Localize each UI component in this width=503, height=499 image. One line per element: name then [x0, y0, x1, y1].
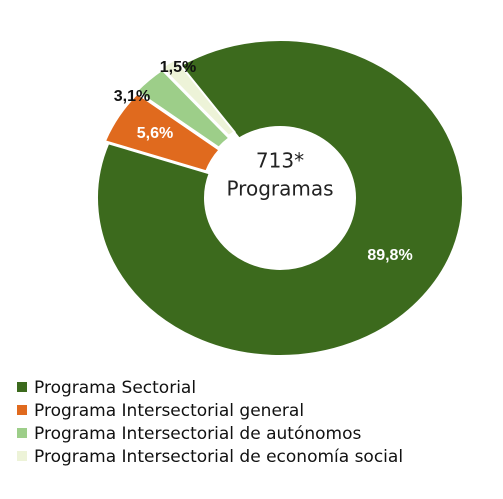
legend-swatch — [17, 382, 27, 392]
legend-swatch — [17, 451, 27, 461]
legend-swatch — [17, 428, 27, 438]
legend-swatch — [17, 405, 27, 415]
slice-label: 3,1% — [114, 88, 150, 105]
center-caption: Programas — [226, 177, 333, 201]
slice — [160, 57, 236, 138]
slice — [135, 68, 231, 149]
legend-label: Programa Intersectorial de autónomos — [34, 424, 361, 444]
slice-label: 5,6% — [137, 125, 173, 142]
legend-label: Programa Sectorial — [34, 378, 196, 398]
slice — [96, 39, 464, 357]
legend-label: Programa Intersectorial de economía soci… — [34, 447, 403, 467]
center-count: 713* — [256, 149, 304, 173]
legend-label: Programa Intersectorial general — [34, 401, 304, 421]
slice — [103, 92, 221, 173]
slice-label: 1,5% — [160, 59, 196, 76]
slice-label: 89,8% — [367, 247, 412, 264]
